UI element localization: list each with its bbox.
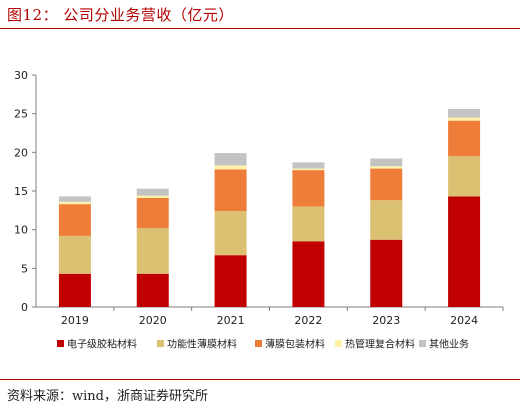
legend-swatch xyxy=(255,340,262,347)
legend-label: 电子级胶粘材料 xyxy=(67,338,137,351)
bar-segment xyxy=(448,117,481,121)
bar-segment xyxy=(58,196,91,202)
bar-segment xyxy=(58,204,91,236)
y-tick-label: 30 xyxy=(14,69,28,82)
top-rule xyxy=(0,28,520,29)
bar-segment xyxy=(370,158,403,167)
bar-segment xyxy=(370,166,403,169)
legend-swatch xyxy=(57,340,64,347)
x-tick-label: 2024 xyxy=(450,314,478,327)
legend-item: 其他业务 xyxy=(419,338,469,351)
bar-segment xyxy=(448,196,481,307)
legend-label: 热管理复合材料 xyxy=(345,338,415,351)
x-tick-label: 2019 xyxy=(61,314,89,327)
x-axis: 2019 2020 2021 2022 2023 2024 xyxy=(36,306,504,327)
x-tick-label: 2023 xyxy=(372,314,400,327)
bar-segment xyxy=(292,162,325,169)
bar-segment xyxy=(370,168,403,201)
y-axis: 0 5 10 15 20 25 30 xyxy=(14,69,37,314)
x-tick-label: 2021 xyxy=(217,314,245,327)
bar-segment xyxy=(292,206,325,242)
y-tick-label: 25 xyxy=(14,108,28,121)
bar-segment xyxy=(136,195,169,198)
bar-segment xyxy=(292,170,325,207)
legend-item: 电子级胶粘材料 xyxy=(57,338,137,351)
bar-segment xyxy=(214,211,247,256)
y-tick-label: 20 xyxy=(14,146,28,159)
figure-title: 图12： 公司分业务营收（亿元） xyxy=(7,6,234,24)
bar-segment xyxy=(136,197,169,229)
bar-segment xyxy=(448,120,481,157)
bar-segment xyxy=(214,165,247,170)
bar-segment xyxy=(448,109,481,118)
legend-item: 功能性薄膜材料 xyxy=(157,338,237,351)
legend-label: 薄膜包装材料 xyxy=(265,338,325,351)
legend: 电子级胶粘材料 功能性薄膜材料 薄膜包装材料 热管理复合材料 其他业务 xyxy=(57,338,469,351)
stacked-bar-chart: 0 5 10 15 20 25 30 2019 2020 2021 2022 2023 2024 电子… xyxy=(14,69,504,351)
bar-segment xyxy=(136,228,169,274)
legend-item: 热管理复合材料 xyxy=(335,338,415,351)
legend-label: 功能性薄膜材料 xyxy=(167,338,237,351)
legend-swatch xyxy=(419,340,426,347)
legend-swatch xyxy=(335,340,342,347)
y-tick-label: 5 xyxy=(21,262,28,275)
bar-segment xyxy=(214,255,247,307)
bar-segment xyxy=(370,239,403,307)
legend-swatch xyxy=(157,340,164,347)
bar-segment xyxy=(58,201,91,205)
bar-segment xyxy=(292,241,325,307)
x-tick-label: 2022 xyxy=(294,314,322,327)
y-tick-label: 15 xyxy=(14,185,28,198)
source-note: 资料来源：wind，浙商证券研究所 xyxy=(7,389,208,404)
bar-segment xyxy=(448,156,481,197)
bar-segment xyxy=(136,273,169,307)
bar-segment xyxy=(214,169,247,212)
bar-segment xyxy=(214,153,247,166)
x-tick-label: 2020 xyxy=(139,314,167,327)
bar-segment xyxy=(58,235,91,274)
bars xyxy=(58,109,481,307)
y-tick-label: 0 xyxy=(21,301,28,314)
legend-label: 其他业务 xyxy=(429,338,469,351)
bar-segment xyxy=(58,273,91,307)
legend-item: 薄膜包装材料 xyxy=(255,338,325,351)
bottom-rule xyxy=(0,379,520,380)
bar-segment xyxy=(370,200,403,240)
bar-segment xyxy=(136,188,169,196)
y-tick-label: 10 xyxy=(14,224,28,237)
bar-segment xyxy=(292,168,325,171)
